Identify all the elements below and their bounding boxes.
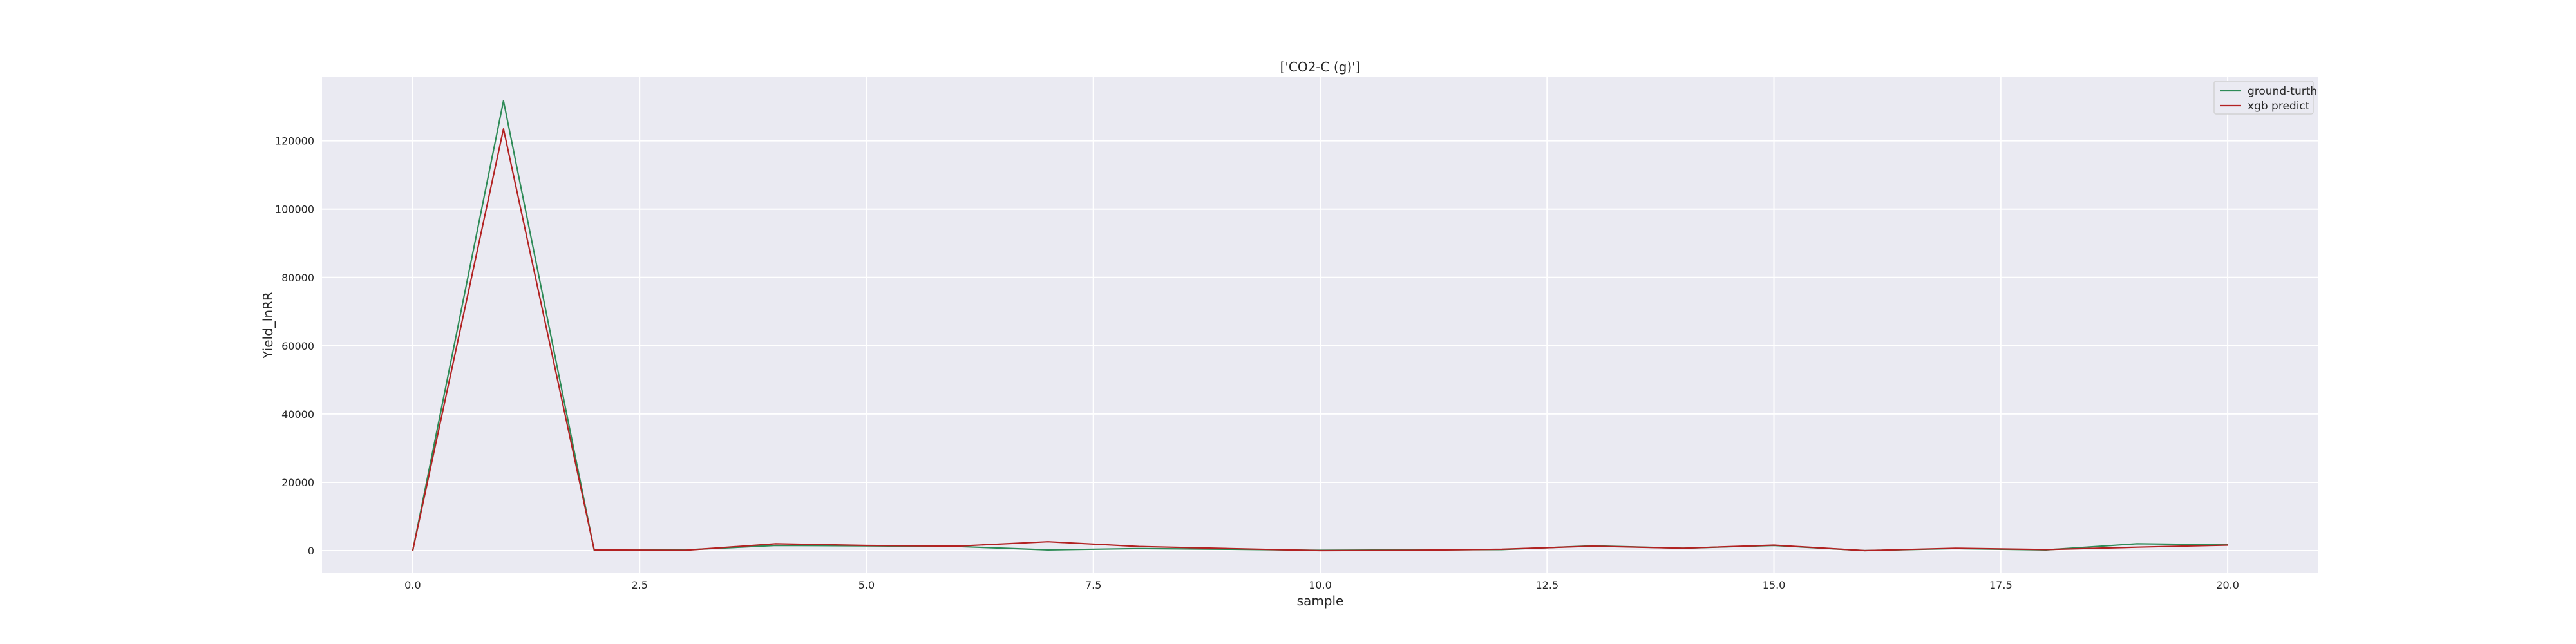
x-tick-label: 10.0 (1309, 579, 1332, 591)
legend-label-ground-turth: ground-turth (2248, 85, 2317, 98)
y-tick-label: 100000 (275, 204, 314, 216)
y-tick-label: 20000 (281, 477, 314, 489)
legend-label-xgb-predict: xgb predict (2248, 100, 2310, 113)
x-tick-label: 15.0 (1763, 579, 1786, 591)
y-tick-label: 120000 (275, 135, 314, 147)
x-axis-label: sample (1297, 593, 1344, 609)
y-axis-label: Yield_lnRR (260, 292, 276, 359)
legend: ground-turth xgb predict (2213, 80, 2317, 115)
x-tick-label: 0.0 (404, 579, 421, 591)
y-tick-label: 80000 (281, 272, 314, 284)
y-tick-labels: 0 20000 40000 60000 80000 100000 120000 (275, 135, 314, 557)
series-lines (412, 100, 2228, 552)
x-tick-label: 7.5 (1085, 579, 1101, 591)
x-tick-label: 20.0 (2216, 579, 2239, 591)
chart-title: ['CO2-C (g)'] (1280, 59, 1361, 75)
series-line-xgb-predict (412, 128, 2228, 552)
x-tick-label: 5.0 (858, 579, 875, 591)
x-tick-label: 12.5 (1535, 579, 1558, 591)
y-tick-label: 0 (308, 545, 314, 557)
y-tick-label: 60000 (281, 340, 314, 352)
x-tick-label: 17.5 (1989, 579, 2012, 591)
x-tick-labels: 0.0 2.5 5.0 7.5 10.0 12.5 15.0 17.5 20.0 (404, 579, 2239, 591)
x-tick-label: 2.5 (631, 579, 647, 591)
y-tick-label: 40000 (281, 408, 314, 421)
